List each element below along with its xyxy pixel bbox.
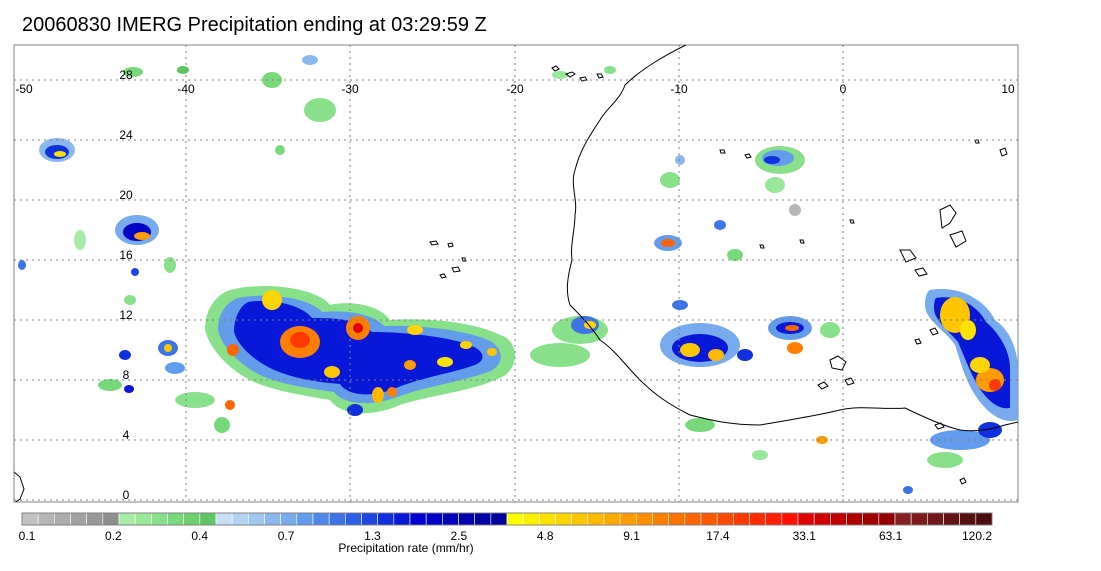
colorbar-swatch: [248, 512, 265, 526]
colorbar-swatch: [312, 512, 330, 526]
colorbar-swatch: [393, 512, 411, 526]
colorbar-tick-label: 1.3: [364, 529, 381, 541]
colorbar-swatch: [846, 512, 863, 526]
axis-labels: -50 -40 -30 -20 -10 0 10 28 24 20 16 12 8 4 0: [15, 68, 1015, 502]
lat-label: 0: [123, 488, 130, 502]
lon-label: -30: [341, 82, 359, 96]
colorbar-tick-label: 17.4: [706, 529, 730, 541]
colorbar: 0.1 0.2 0.4 0.7 1.3 2.5 4.8 9.1 17.4 33.1 63.1 120.…: [19, 512, 993, 541]
colorbar-swatch: [927, 512, 944, 526]
colorbar-swatch: [830, 512, 847, 526]
colorbar-tick-label: 120.2: [962, 529, 992, 541]
colorbar-tick-label: 0.7: [278, 529, 295, 541]
colorbar-swatch: [894, 512, 912, 526]
colorbar-swatch: [458, 512, 475, 526]
colorbar-swatches: [21, 512, 993, 526]
colorbar-swatch: [215, 512, 233, 526]
colorbar-swatch: [102, 512, 120, 526]
colorbar-swatch: [328, 512, 346, 526]
colorbar-swatch: [442, 512, 459, 526]
colorbar-swatch: [684, 512, 702, 526]
colorbar-swatch: [781, 512, 799, 526]
colorbar-swatch: [733, 512, 750, 526]
colorbar-swatch: [151, 512, 168, 526]
lon-label: -10: [670, 82, 688, 96]
colorbar-swatch: [86, 512, 104, 526]
colorbar-swatch: [377, 512, 395, 526]
grid-layer: [14, 45, 1018, 502]
colorbar-tick-label: 9.1: [623, 529, 640, 541]
lat-label: 4: [123, 428, 130, 442]
colorbar-swatch: [862, 512, 880, 526]
colorbar-swatch: [668, 512, 686, 526]
colorbar-swatch: [975, 512, 993, 526]
precipitation-map: -50 -40 -30 -20 -10 0 10 28 24 20 16 12 8 4 0: [13, 44, 1019, 503]
colorbar-swatch: [167, 512, 184, 526]
colorbar-swatch: [37, 512, 55, 526]
colorbar-tick-label: 4.8: [537, 529, 554, 541]
lat-label: 20: [119, 188, 133, 202]
colorbar-swatch: [134, 512, 152, 526]
colorbar-tick-label: 0.1: [19, 529, 36, 541]
colorbar-swatch: [506, 512, 524, 526]
lon-label: 0: [840, 82, 847, 96]
coastline-layer: [14, 45, 1018, 502]
colorbar-swatch: [54, 512, 71, 526]
page-title: 20060830 IMERG Precipitation ending at 0…: [22, 14, 487, 36]
lat-label: 12: [119, 308, 133, 322]
colorbar-swatch: [910, 512, 928, 526]
colorbar-tick-labels: 0.1 0.2 0.4 0.7 1.3 2.5 4.8 9.1 17.4 33.1 63.1 120.…: [19, 529, 993, 541]
colorbar-swatch: [813, 512, 831, 526]
colorbar-swatch: [555, 512, 572, 526]
colorbar-tick-label: 33.1: [793, 529, 817, 541]
colorbar-swatch: [636, 512, 653, 526]
colorbar-swatch: [943, 512, 960, 526]
colorbar-swatch: [959, 512, 977, 526]
colorbar-swatch: [749, 512, 766, 526]
colorbar-swatch: [183, 512, 201, 526]
colorbar-swatch: [361, 512, 378, 526]
colorbar-swatch: [587, 512, 605, 526]
colorbar-swatch: [700, 512, 718, 526]
colorbar-swatch: [425, 512, 443, 526]
colorbar-swatch: [199, 512, 217, 526]
lon-label: -50: [15, 82, 33, 96]
colorbar-swatch: [409, 512, 427, 526]
lat-label: 8: [123, 368, 130, 382]
colorbar-swatch: [652, 512, 669, 526]
lon-label: -40: [177, 82, 195, 96]
colorbar-tick-label: 0.4: [191, 529, 208, 541]
colorbar-swatch: [118, 512, 136, 526]
colorbar-tick-label: 0.2: [105, 529, 122, 541]
lat-label: 16: [119, 248, 133, 262]
lat-label: 24: [119, 128, 133, 142]
colorbar-swatch: [70, 512, 87, 526]
colorbar-swatch: [571, 512, 589, 526]
colorbar-swatch: [345, 512, 362, 526]
colorbar-swatch: [539, 512, 556, 526]
colorbar-swatch: [21, 512, 39, 526]
colorbar-tick-label: 2.5: [450, 529, 467, 541]
colorbar-swatch: [280, 512, 298, 526]
colorbar-swatch: [231, 512, 249, 526]
colorbar-swatch: [264, 512, 281, 526]
map-frame: [13, 44, 1019, 503]
colorbar-swatch: [490, 512, 508, 526]
colorbar-swatch: [878, 512, 896, 526]
colorbar-swatch: [797, 512, 815, 526]
colorbar-swatch: [522, 512, 540, 526]
colorbar-swatch: [603, 512, 621, 526]
colorbar-border: [21, 512, 993, 526]
colorbar-swatch: [619, 512, 637, 526]
precipitation-layer: [18, 55, 1018, 494]
colorbar-swatch: [296, 512, 314, 526]
lon-label: -20: [506, 82, 524, 96]
lon-label: 10: [1001, 82, 1015, 96]
colorbar-title: Precipitation rate (mm/hr): [338, 541, 474, 555]
colorbar-swatch: [474, 512, 492, 526]
colorbar-tick-label: 63.1: [879, 529, 903, 541]
colorbar-swatch: [716, 512, 734, 526]
colorbar-swatch: [765, 512, 783, 526]
lat-label: 28: [119, 68, 133, 82]
